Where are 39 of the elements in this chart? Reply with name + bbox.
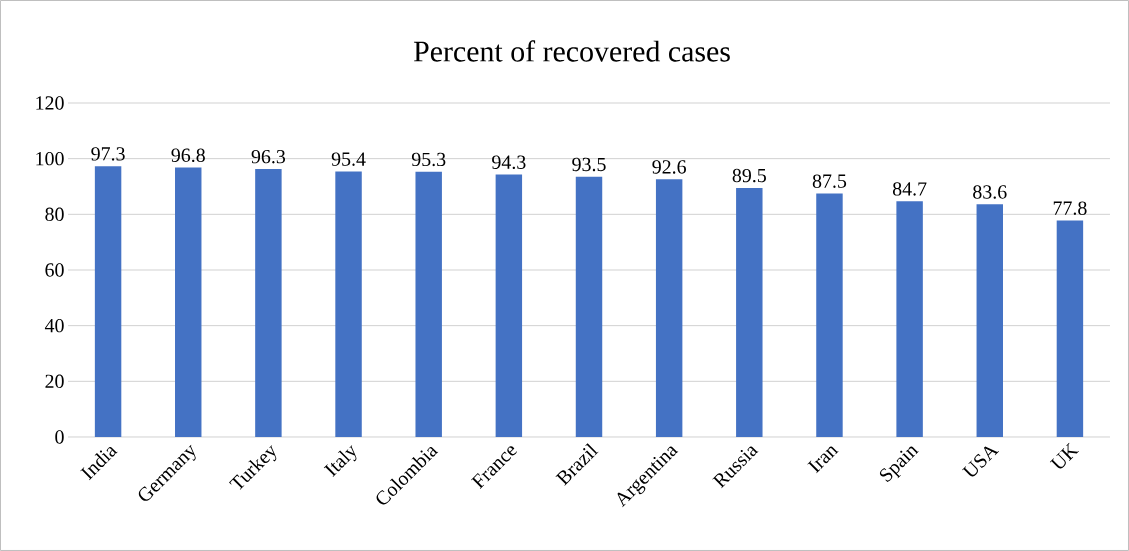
y-tick-label: 40 — [44, 318, 64, 333]
bar — [255, 168, 282, 437]
bar — [1056, 220, 1084, 437]
chart-title: Percent of recovered cases — [413, 40, 730, 62]
y-tick-label: 20 — [45, 374, 64, 389]
data-label: 96.8 — [171, 148, 205, 163]
bar — [495, 174, 523, 437]
x-tick-label: UK — [1049, 442, 1079, 469]
x-tick-label: USA — [961, 446, 999, 477]
y-tick-label: 100 — [36, 151, 64, 166]
bar — [896, 201, 923, 437]
bar — [736, 187, 763, 437]
data-label: 93.5 — [572, 157, 606, 172]
bar — [575, 176, 603, 437]
data-label: 97.3 — [91, 147, 125, 161]
y-tick-label: 120 — [36, 96, 64, 110]
bar — [816, 193, 843, 437]
y-tick-label: 60 — [45, 263, 64, 277]
bar — [335, 171, 362, 437]
data-label: 77.8 — [1053, 201, 1087, 215]
data-label: 96.3 — [251, 149, 286, 164]
data-label: 84.7 — [892, 182, 927, 196]
x-tick-label: Italy — [323, 445, 357, 478]
data-label: 94.3 — [492, 155, 526, 169]
y-tick-label: 80 — [45, 207, 64, 222]
bar — [175, 167, 202, 437]
data-label: 95.4 — [331, 152, 366, 166]
bar — [94, 166, 122, 437]
data-label: 83.6 — [973, 185, 1007, 199]
bar — [655, 179, 683, 437]
data-label: 92.6 — [652, 160, 687, 174]
data-label: 95.3 — [411, 152, 446, 167]
bar — [415, 171, 442, 437]
bar — [976, 204, 1003, 437]
data-label: 89.5 — [732, 168, 766, 183]
data-label: 87.5 — [812, 174, 847, 188]
x-tick-label: India — [80, 447, 118, 481]
x-tick-label: Iran — [807, 446, 839, 474]
y-tick-label: 0 — [55, 430, 64, 444]
